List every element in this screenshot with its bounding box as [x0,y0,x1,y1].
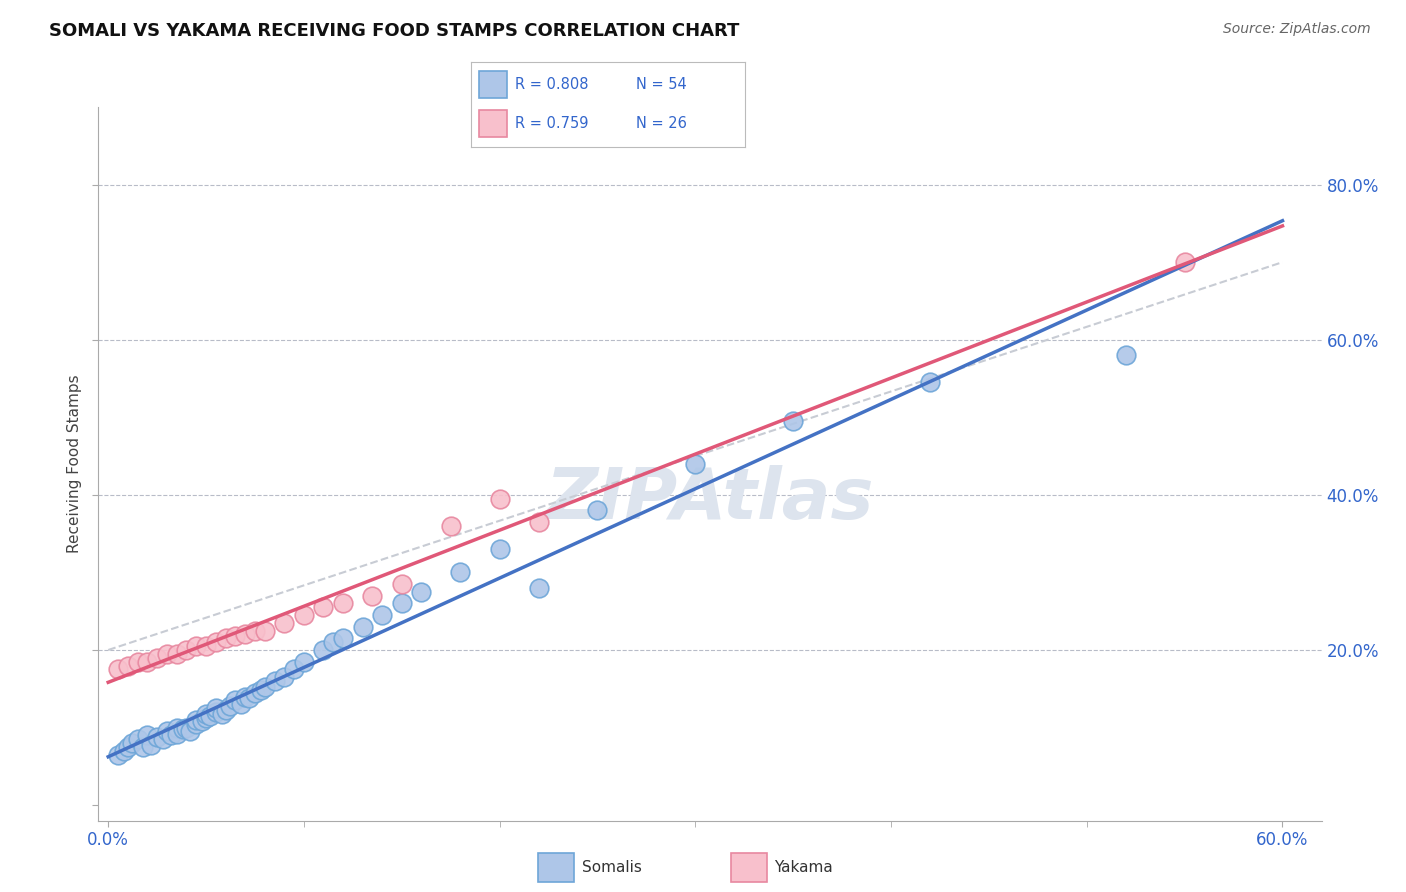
Text: R = 0.759: R = 0.759 [515,116,588,131]
Text: Somalis: Somalis [582,860,641,875]
Point [488,491,510,506]
Point [263,673,285,688]
Point [292,608,315,623]
Point [176,721,198,735]
Point [782,414,804,428]
Point [107,662,129,676]
Point [332,632,354,646]
Point [253,680,276,694]
Point [117,739,139,754]
Point [1115,348,1137,362]
Point [152,732,174,747]
Bar [479,110,506,137]
Point [195,639,218,653]
Point [218,698,240,713]
Point [156,724,179,739]
Text: Source: ZipAtlas.com: Source: ZipAtlas.com [1223,22,1371,37]
Point [391,597,413,611]
Point [332,597,354,611]
Point [312,643,335,657]
Point [166,721,188,735]
Point [411,584,433,599]
Point [117,658,139,673]
Point [224,693,246,707]
Point [136,655,159,669]
Point [361,589,384,603]
Point [211,706,233,721]
Point [195,706,218,721]
Point [179,724,201,739]
Point [127,732,149,747]
Text: R = 0.808: R = 0.808 [515,77,588,92]
Bar [731,854,766,881]
Point [141,738,163,752]
Point [195,711,218,725]
Point [450,566,472,580]
Point [488,542,510,557]
Point [283,662,305,676]
Point [527,515,550,529]
Point [166,647,188,661]
Point [238,691,260,706]
Point [160,728,183,742]
Point [186,639,208,653]
Point [292,655,315,669]
Point [205,705,228,719]
Point [176,643,198,657]
Point [224,629,246,643]
Text: N = 54: N = 54 [636,77,686,92]
Point [198,709,221,723]
Point [243,624,266,638]
Point [191,714,214,729]
Point [243,686,266,700]
Text: ZIPAtlas: ZIPAtlas [546,465,875,534]
Point [312,600,335,615]
Point [352,620,374,634]
Bar [479,71,506,98]
Point [920,376,942,390]
Point [440,519,463,533]
Point [322,635,344,649]
Point [233,627,256,641]
Point [253,624,276,638]
Y-axis label: Receiving Food Stamps: Receiving Food Stamps [66,375,82,553]
Point [273,670,295,684]
Point [132,739,155,754]
Point [186,713,208,727]
Point [186,716,208,731]
Point [250,683,273,698]
Point [214,704,236,718]
Point [127,655,149,669]
Point [586,503,609,517]
Point [146,730,169,744]
Text: N = 26: N = 26 [636,116,686,131]
Point [205,701,228,715]
Text: Yakama: Yakama [775,860,834,875]
Point [391,577,413,591]
Point [233,690,256,704]
Point [136,728,159,742]
Point [172,722,194,736]
Text: SOMALI VS YAKAMA RECEIVING FOOD STAMPS CORRELATION CHART: SOMALI VS YAKAMA RECEIVING FOOD STAMPS C… [49,22,740,40]
Point [156,647,179,661]
Bar [538,854,574,881]
Point [205,635,228,649]
Point [214,632,236,646]
Point [1174,255,1197,269]
Point [146,650,169,665]
Point [685,457,707,471]
Point [231,698,253,712]
Point [166,727,188,741]
Point [527,581,550,595]
Point [112,744,135,758]
Point [121,736,143,750]
Point [273,615,295,630]
Point [107,747,129,762]
Point [371,608,394,623]
